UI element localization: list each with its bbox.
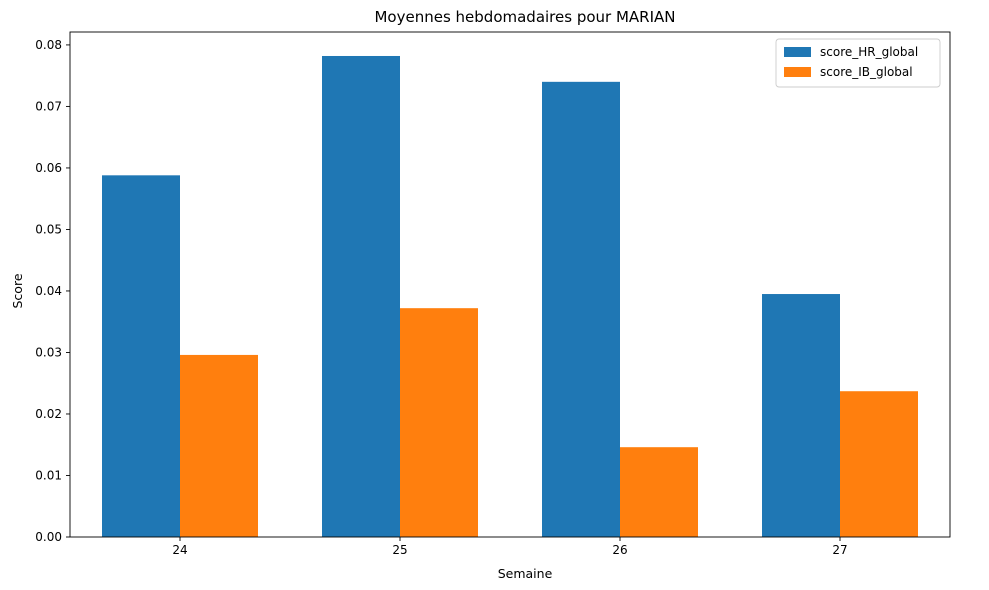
bar-score_IB_global-26 xyxy=(620,447,698,537)
x-axis-label: Semaine xyxy=(498,566,553,581)
y-tick-label-0.04: 0.04 xyxy=(35,284,62,298)
y-axis-label: Score xyxy=(10,273,25,308)
x-tick-label-24: 24 xyxy=(172,543,187,557)
y-tick-label-0.02: 0.02 xyxy=(35,407,62,421)
y-tick-label-0.01: 0.01 xyxy=(35,468,62,482)
bar-score_IB_global-25 xyxy=(400,308,478,537)
legend-box xyxy=(775,38,941,88)
y-tick-label-0.07: 0.07 xyxy=(35,99,62,113)
x-tick-label-26: 26 xyxy=(612,543,627,557)
plot-area: 24 25 26 27 0.00 0.01 0.02 0.03 0.04 0.05 0.06 0.07… xyxy=(35,31,951,557)
legend-label-score_HR_global: score_HR_global xyxy=(820,45,918,59)
bar-score_IB_global-24 xyxy=(180,354,258,537)
chart-title: Moyennes hebdomadaires pour MARIAN xyxy=(374,8,675,26)
legend-swatch-score_IB_global xyxy=(784,67,811,77)
y-tick-label-0.05: 0.05 xyxy=(35,222,62,236)
bar-score_IB_global-27 xyxy=(840,391,918,537)
bar-score_HR_global-24 xyxy=(102,175,180,537)
y-tick-label-0.03: 0.03 xyxy=(35,345,62,359)
y-tick-label-0.06: 0.06 xyxy=(35,161,62,175)
x-tick-label-27: 27 xyxy=(832,543,847,557)
bar-score_HR_global-27 xyxy=(762,294,840,537)
x-tick-label-25: 25 xyxy=(392,543,407,557)
axes-frame xyxy=(69,31,951,538)
bar-score_HR_global-25 xyxy=(322,55,400,537)
legend: score_HR_global score_IB_global xyxy=(775,38,941,88)
y-tick-label-0.08: 0.08 xyxy=(35,38,62,52)
y-tick-label-0.00: 0.00 xyxy=(35,530,62,544)
legend-label-score_IB_global: score_IB_global xyxy=(820,65,913,79)
bar-score_HR_global-26 xyxy=(542,81,620,537)
legend-swatch-score_HR_global xyxy=(784,47,811,57)
